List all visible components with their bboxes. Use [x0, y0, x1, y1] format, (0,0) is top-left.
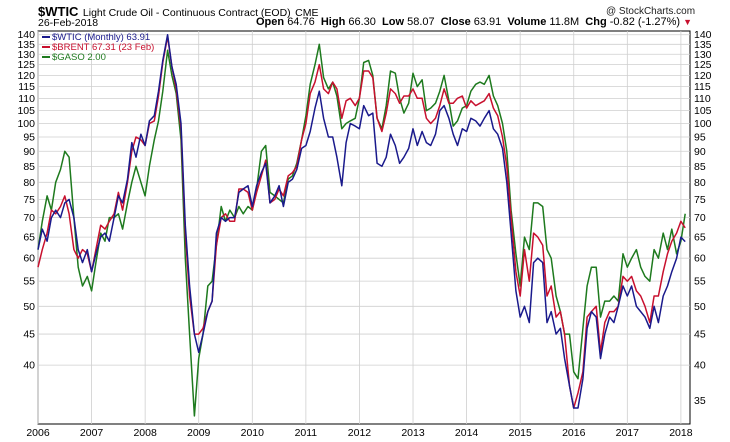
y-tick-label-right: 105: [694, 105, 712, 117]
y-tick-label-left: 55: [23, 276, 35, 288]
title-row: $WTIC Light Crude Oil - Continuous Contr…: [38, 3, 318, 21]
y-tick-label-left: 100: [17, 118, 35, 130]
axis-labels: 4045505560657075808590951001051101151201…: [17, 29, 711, 439]
y-tick-label-right: 70: [694, 212, 706, 224]
high-label: High: [320, 16, 346, 28]
y-tick-label-left: 110: [18, 93, 35, 105]
chg-value: -0.82 (-1.27%): [609, 16, 681, 28]
legend-wtic-label: $WTIC (Monthly) 63.91: [52, 32, 151, 43]
y-tick-label-right: 80: [694, 177, 706, 189]
y-tick-label-right: 85: [694, 161, 706, 173]
open-label: Open: [256, 16, 285, 28]
close-label: Close: [440, 16, 471, 28]
y-tick-label-left: 130: [17, 49, 35, 61]
symbol-label: $WTIC: [38, 4, 79, 19]
close-value: 63.91: [473, 16, 502, 28]
series-line-wtic: [37, 33, 686, 409]
legend-gaso-swatch: [42, 56, 50, 59]
y-tick-label-left: 75: [23, 194, 35, 206]
x-tick-label: 2014: [455, 427, 479, 439]
x-tick-label: 2007: [80, 427, 104, 439]
y-tick-label-right: 130: [694, 49, 712, 61]
y-tick-label-left: 90: [23, 146, 35, 158]
legend-brent: $BRENT 67.31 (23 Feb): [42, 42, 154, 53]
y-tick-label-right: 35: [694, 395, 706, 407]
down-arrow-icon: ▼: [683, 17, 693, 27]
legend-wtic: $WTIC (Monthly) 63.91: [42, 32, 150, 43]
y-tick-label-left: 125: [17, 59, 35, 71]
volume-label: Volume: [507, 16, 547, 28]
y-tick-label-right: 110: [694, 93, 711, 105]
legend-brent-label: $BRENT 67.31 (23 Feb): [52, 42, 155, 53]
high-value: 66.30: [348, 16, 376, 28]
legend-gaso: $GASO 2.00: [42, 52, 106, 63]
y-tick-label-left: 40: [23, 360, 35, 372]
y-tick-label-right: 140: [694, 29, 712, 41]
y-tick-label-left: 65: [23, 232, 35, 244]
y-tick-label-left: 60: [23, 253, 35, 265]
y-tick-label-left: 115: [18, 81, 35, 93]
y-tick-label-right: 125: [694, 59, 712, 71]
x-tick-label: 2006: [26, 427, 50, 439]
chg-label: Chg: [585, 16, 607, 28]
y-tick-label-left: 70: [23, 212, 35, 224]
x-tick-label: 2013: [401, 427, 425, 439]
ohlc-stats: Open 64.76 High 66.30 Low 58.07 Close 63…: [256, 16, 692, 28]
y-tick-label-right: 65: [694, 232, 706, 244]
x-tick-label: 2008: [133, 427, 157, 439]
y-tick-label-left: 85: [23, 161, 35, 173]
x-tick-label: 2012: [348, 427, 372, 439]
y-tick-label-right: 40: [694, 360, 706, 372]
y-tick-label-right: 95: [694, 132, 706, 144]
y-tick-label-right: 60: [694, 253, 706, 265]
open-value: 64.76: [287, 16, 315, 28]
low-value: 58.07: [407, 16, 435, 28]
exchange-label: CME: [295, 7, 319, 19]
description-label: Light Crude Oil - Continuous Contract (E…: [82, 7, 291, 19]
series-lines: [37, 33, 686, 417]
x-tick-label: 2016: [562, 427, 586, 439]
y-tick-label-right: 45: [694, 329, 706, 341]
plot-area: [37, 30, 691, 425]
y-tick-label-right: 75: [694, 194, 706, 206]
y-tick-label-left: 120: [17, 70, 35, 82]
x-tick-label: 2009: [187, 427, 211, 439]
x-tick-label: 2010: [241, 427, 265, 439]
legend-brent-swatch: [42, 46, 50, 49]
date-label: 26-Feb-2018: [38, 17, 99, 29]
y-tick-label-left: 80: [23, 177, 35, 189]
y-tick-label-right: 55: [694, 276, 706, 288]
y-tick-label-left: 140: [17, 29, 35, 41]
y-tick-label-left: 95: [23, 132, 35, 144]
y-tick-label-left: 105: [17, 105, 35, 117]
y-tick-label-right: 50: [694, 301, 706, 313]
x-tick-label: 2018: [669, 427, 693, 439]
x-tick-label: 2017: [616, 427, 640, 439]
y-tick-label-left: 50: [23, 301, 35, 313]
grid-lines: [37, 31, 690, 424]
y-tick-label-right: 90: [694, 146, 706, 158]
y-tick-label-right: 135: [694, 39, 712, 51]
watermark-label: @ StockCharts.com: [606, 6, 696, 17]
low-label: Low: [382, 16, 405, 28]
y-tick-label-right: 120: [694, 70, 712, 82]
y-tick-label-right: 100: [694, 118, 712, 130]
y-tick-label-left: 135: [17, 39, 35, 51]
legend-wtic-swatch: [42, 36, 50, 39]
y-tick-label-left: 45: [23, 329, 35, 341]
y-tick-label-right: 115: [694, 81, 711, 93]
volume-value: 11.8M: [549, 16, 580, 28]
x-tick-label: 2011: [295, 427, 318, 439]
x-tick-label: 2015: [508, 427, 532, 439]
legend-gaso-label: $GASO 2.00: [52, 52, 106, 63]
